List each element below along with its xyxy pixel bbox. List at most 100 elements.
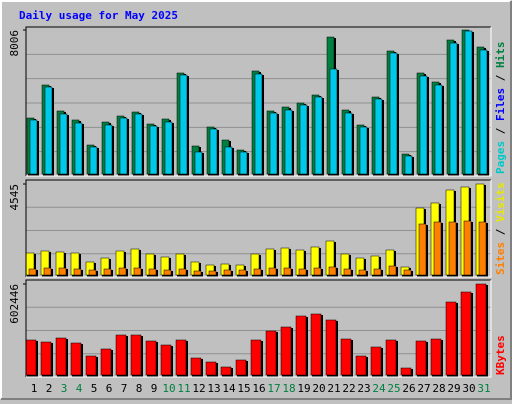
x-tick-label: 15: [237, 382, 250, 395]
bar: [59, 113, 68, 175]
y-axis-label-part: KBytes: [494, 335, 507, 375]
bar: [73, 268, 82, 276]
bar: [415, 340, 427, 376]
x-tick-label: 29: [447, 382, 460, 395]
bar: [253, 268, 262, 276]
bar: [148, 268, 157, 276]
x-tick-label: 27: [417, 382, 430, 395]
bar: [239, 151, 248, 175]
x-tick-label: 21: [327, 382, 340, 395]
bar: [434, 84, 443, 175]
x-tick-label: 16: [252, 382, 265, 395]
x-tick-label: 4: [76, 382, 83, 395]
bar: [130, 334, 142, 376]
bar: [284, 109, 293, 175]
plot-border-light: [26, 27, 492, 177]
bar: [419, 75, 428, 175]
x-tick-label: 11: [177, 382, 190, 395]
chart-title: Daily usage for May 2025: [19, 9, 178, 22]
bar: [358, 269, 367, 276]
bar: [194, 151, 203, 175]
y-axis-label-part: Files: [494, 88, 507, 121]
bar: [29, 119, 38, 175]
bar: [389, 52, 398, 175]
y-tick-label: 602446: [8, 284, 21, 324]
bar: [343, 268, 352, 276]
y-axis-label-part: /: [494, 121, 507, 141]
y-axis-label-part: Hits: [494, 42, 507, 69]
bar: [313, 267, 322, 276]
bar: [328, 266, 337, 276]
bar: [220, 366, 232, 376]
bar: [134, 113, 143, 175]
bar: [145, 340, 157, 376]
bar: [58, 267, 67, 276]
bar: [478, 221, 487, 276]
bar: [385, 339, 397, 376]
x-tick-label: 13: [207, 382, 220, 395]
y-tick-label: 8006: [8, 30, 21, 57]
y-axis-label-part: Visits: [494, 182, 507, 222]
bar: [205, 361, 217, 376]
bar: [74, 122, 83, 175]
bar: [448, 221, 457, 276]
bar: [164, 121, 173, 175]
bar: [479, 49, 488, 175]
bar: [374, 98, 383, 175]
bar: [340, 338, 352, 376]
bar: [250, 339, 262, 376]
plot-border-light: [26, 180, 492, 278]
bar: [103, 268, 112, 276]
bar: [254, 73, 263, 175]
y-axis-label: Pages / Files / Hits: [494, 42, 507, 175]
x-tick-label: 18: [282, 382, 295, 395]
bar: [404, 155, 413, 175]
bar: [280, 326, 292, 376]
y-axis-label-part: /: [494, 68, 507, 88]
bar: [89, 146, 98, 175]
bar: [388, 265, 397, 276]
bar: [208, 270, 217, 276]
x-tick-label: 2: [46, 382, 53, 395]
bar: [88, 269, 97, 276]
bar: [400, 367, 412, 376]
bar: [475, 283, 487, 376]
bar: [314, 96, 323, 175]
bar: [433, 221, 442, 276]
bar: [179, 74, 188, 175]
bar: [418, 223, 427, 276]
x-tick-label: 12: [192, 382, 205, 395]
x-tick-label: 30: [462, 382, 475, 395]
bar: [43, 267, 52, 276]
bar: [298, 268, 307, 276]
bar: [28, 268, 37, 276]
bar: [295, 315, 307, 376]
bar: [160, 344, 172, 376]
x-tick-label: 6: [106, 382, 113, 395]
bar: [190, 357, 202, 376]
bar: [265, 330, 277, 376]
bar: [209, 128, 218, 175]
bar: [224, 146, 233, 175]
plot-border-light: [26, 280, 492, 378]
x-tick-label: 8: [136, 382, 143, 395]
y-axis-label-part: Sites: [494, 242, 507, 275]
x-tick-label: 25: [387, 382, 400, 395]
bar: [464, 30, 473, 175]
x-tick-label: 10: [162, 382, 175, 395]
bar: [40, 341, 52, 376]
bar: [175, 339, 187, 376]
plot-border-dark: [25, 26, 491, 176]
y-tick-label: 4545: [8, 184, 21, 211]
bar: [104, 124, 113, 175]
bar: [85, 355, 97, 376]
bar: [445, 301, 457, 376]
x-tick-label: 20: [312, 382, 325, 395]
x-tick-label: 1: [31, 382, 38, 395]
bar: [70, 342, 82, 376]
x-tick-label: 9: [151, 382, 158, 395]
y-axis-label-part: /: [494, 222, 507, 242]
bar: [44, 86, 53, 175]
bar: [310, 313, 322, 376]
bar: [55, 337, 67, 376]
